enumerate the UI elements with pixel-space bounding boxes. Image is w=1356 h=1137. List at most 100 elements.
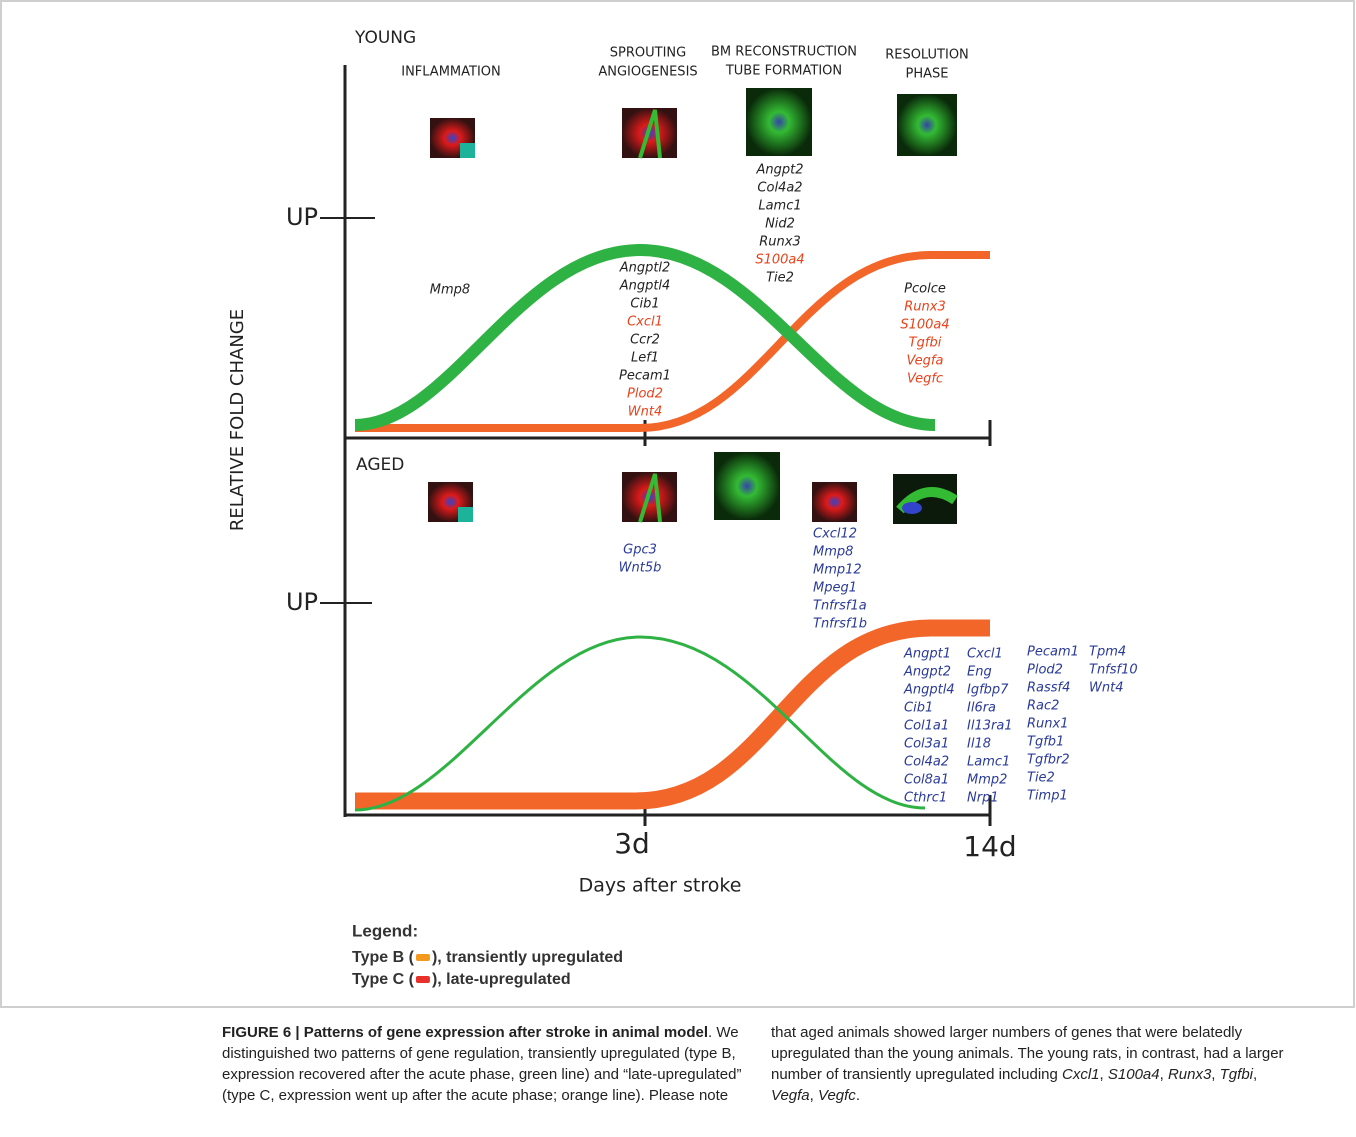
- figure: YOUNG AGED UP UP RELATIVE FOLD CHANGE 3d…: [0, 0, 1356, 1012]
- legend-prefix: Type B (: [352, 949, 415, 966]
- gene-name: Cib1: [904, 701, 933, 716]
- gene-name: Tgfbr2: [1027, 753, 1070, 768]
- gene-name: Timp1: [1027, 789, 1068, 804]
- phase-label: INFLAMMATION: [401, 65, 501, 80]
- gene-name: Rac2: [1027, 699, 1059, 714]
- gene-name: Plod2: [1027, 663, 1063, 678]
- gene-name: Cxcl1: [967, 647, 1003, 662]
- caption-run: Vegfa: [771, 1087, 810, 1104]
- gene-name: Cthrc1: [904, 791, 947, 806]
- gene-name: Angptl4: [903, 683, 955, 698]
- caption: FIGURE 6 | Patterns of gene expression a…: [222, 1022, 1294, 1106]
- gene-name: Lamc1: [758, 199, 801, 214]
- caption-run: Vegfc: [818, 1087, 856, 1104]
- gene-name: Pcolce: [904, 282, 946, 297]
- gene-name: Tgfb1: [1027, 735, 1064, 750]
- gene-name: S100a4: [900, 318, 949, 333]
- gene-name: Il18: [967, 737, 991, 752]
- gene-name: Col3a1: [904, 737, 949, 752]
- gene-name: Col4a2: [904, 755, 949, 770]
- gene-name: Col8a1: [904, 773, 949, 788]
- phase-label: TUBE FORMATION: [725, 64, 842, 79]
- gene-name: Col4a2: [757, 181, 802, 196]
- gene-name: Igfbp7: [967, 683, 1009, 698]
- gene-name: Mmp12: [813, 563, 862, 578]
- legend-item: Type C ( ), late-upregulated: [352, 971, 571, 988]
- gene-name: Cib1: [630, 297, 659, 312]
- gene-name: Wnt4: [1089, 681, 1123, 696]
- x-tick-label: 14d: [963, 830, 1016, 863]
- curves: [355, 250, 990, 810]
- phase-label: RESOLUTION: [885, 48, 969, 63]
- gene-name: Col1a1: [904, 719, 949, 734]
- gene-name: Tie2: [1027, 771, 1055, 786]
- panel-label: YOUNG: [354, 28, 416, 48]
- legend-prefix: Type C (: [352, 971, 415, 988]
- gene-name: Tpm4: [1089, 645, 1126, 660]
- phase-label: PHASE: [906, 67, 949, 82]
- gene-name: S100a4: [755, 253, 804, 268]
- gene-name: Runx3: [904, 300, 945, 315]
- gene-name: Mpeg1: [813, 581, 857, 596]
- caption-run: Runx3: [1168, 1066, 1211, 1083]
- micrographs: [428, 88, 957, 524]
- legend-item: Type B ( ), transiently upregulated: [352, 949, 623, 966]
- legend: Type B ( ), transiently upregulated Type C…: [352, 949, 623, 988]
- caption-run: ,: [810, 1087, 818, 1104]
- up-label: UP: [286, 203, 318, 231]
- caption-run: S100a4: [1108, 1066, 1160, 1083]
- gene-name: Rassf4: [1027, 681, 1070, 696]
- gene-name: Lef1: [631, 351, 659, 366]
- gene-name: Mmp8: [813, 545, 853, 560]
- caption-run: Tgfbi: [1220, 1066, 1253, 1083]
- gene-name: Cxcl12: [813, 527, 857, 542]
- gene-name: Il13ra1: [967, 719, 1013, 734]
- gene-name: Gpc3: [623, 543, 657, 558]
- gene-name: Tnfrsf1a: [813, 599, 867, 614]
- gene-name: Vegfa: [907, 354, 944, 369]
- caption-run: ,: [1100, 1066, 1108, 1083]
- gene-name: Tnfrsf1b: [813, 617, 867, 632]
- gene-name: Wnt5b: [619, 561, 662, 576]
- caption-run: ,: [1160, 1066, 1168, 1083]
- gene-name: Angpt1: [903, 647, 951, 662]
- gene-name: Nid2: [765, 217, 795, 232]
- gene-name: Wnt4: [628, 405, 662, 420]
- y-axis-label: RELATIVE FOLD CHANGE: [227, 309, 248, 531]
- x-tick-label: 3d: [614, 827, 650, 860]
- gene-name: Plod2: [627, 387, 663, 402]
- caption-run: FIGURE 6 | Patterns of gene expression a…: [222, 1024, 708, 1041]
- panel-label: AGED: [356, 455, 404, 475]
- legend-swatch: [416, 976, 430, 983]
- legend-title: Legend:: [352, 921, 418, 940]
- legend-suffix: ), transiently upregulated: [432, 949, 623, 966]
- gene-name: Cxcl1: [627, 315, 663, 330]
- gene-name: Runx3: [759, 235, 800, 250]
- gene-name: Eng: [967, 665, 992, 680]
- axes: [320, 65, 990, 826]
- up-label: UP: [286, 588, 318, 616]
- gene-name: Tgfbi: [909, 336, 942, 351]
- phase-label: BM RECONSTRUCTION: [711, 45, 857, 60]
- gene-name: Tnfsf10: [1089, 663, 1138, 678]
- gene-name: Mmp8: [430, 283, 470, 298]
- caption-run: ,: [1253, 1066, 1257, 1083]
- gene-name: Runx1: [1027, 717, 1068, 732]
- gene-name: Ccr2: [630, 333, 660, 348]
- caption-run: .: [856, 1087, 860, 1104]
- gene-name: Angptl4: [619, 279, 671, 294]
- caption-run: Cxcl1: [1062, 1066, 1100, 1083]
- gene-name: Mmp2: [967, 773, 1007, 788]
- gene-name: Tie2: [766, 271, 794, 286]
- x-axis-label: Days after stroke: [579, 875, 742, 897]
- phase-label: SPROUTING: [610, 46, 686, 61]
- phase-label: ANGIOGENESIS: [598, 65, 697, 80]
- page: {"figure": { "panels": [ {"label": "YOUN…: [0, 0, 1356, 1137]
- gene-name: Angptl2: [619, 261, 671, 276]
- gene-name: Pecam1: [1027, 645, 1079, 660]
- legend-suffix: ), late-upregulated: [432, 971, 571, 988]
- gene-name: Lamc1: [967, 755, 1010, 770]
- gene-name: Vegfc: [907, 372, 943, 387]
- figure-frame: [1, 1, 1354, 1007]
- legend-swatch: [416, 954, 430, 961]
